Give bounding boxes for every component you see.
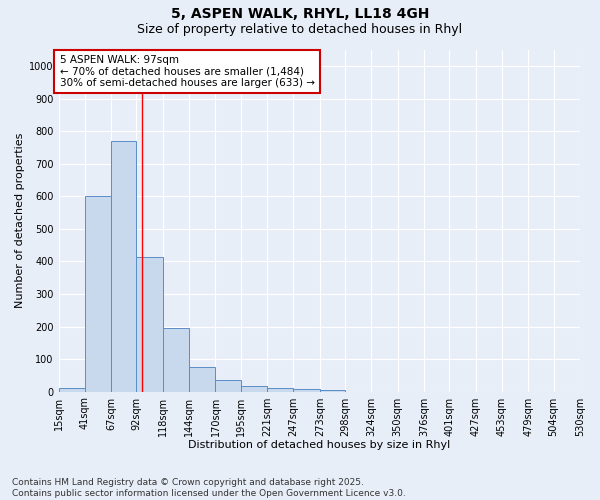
X-axis label: Distribution of detached houses by size in Rhyl: Distribution of detached houses by size … [188,440,451,450]
Text: Size of property relative to detached houses in Rhyl: Size of property relative to detached ho… [137,22,463,36]
Text: 5, ASPEN WALK, RHYL, LL18 4GH: 5, ASPEN WALK, RHYL, LL18 4GH [171,8,429,22]
Y-axis label: Number of detached properties: Number of detached properties [15,133,25,308]
Bar [267,388,293,392]
Bar [293,388,320,392]
Bar [136,256,163,392]
Bar [163,328,189,392]
Text: 5 ASPEN WALK: 97sqm
← 70% of detached houses are smaller (1,484)
30% of semi-det: 5 ASPEN WALK: 97sqm ← 70% of detached ho… [59,55,314,88]
Bar [111,141,136,392]
Bar [59,388,85,392]
Bar [189,366,215,392]
Bar [241,386,267,392]
Bar [85,196,111,392]
Text: Contains HM Land Registry data © Crown copyright and database right 2025.
Contai: Contains HM Land Registry data © Crown c… [12,478,406,498]
Bar [215,380,241,392]
Bar [320,390,345,392]
